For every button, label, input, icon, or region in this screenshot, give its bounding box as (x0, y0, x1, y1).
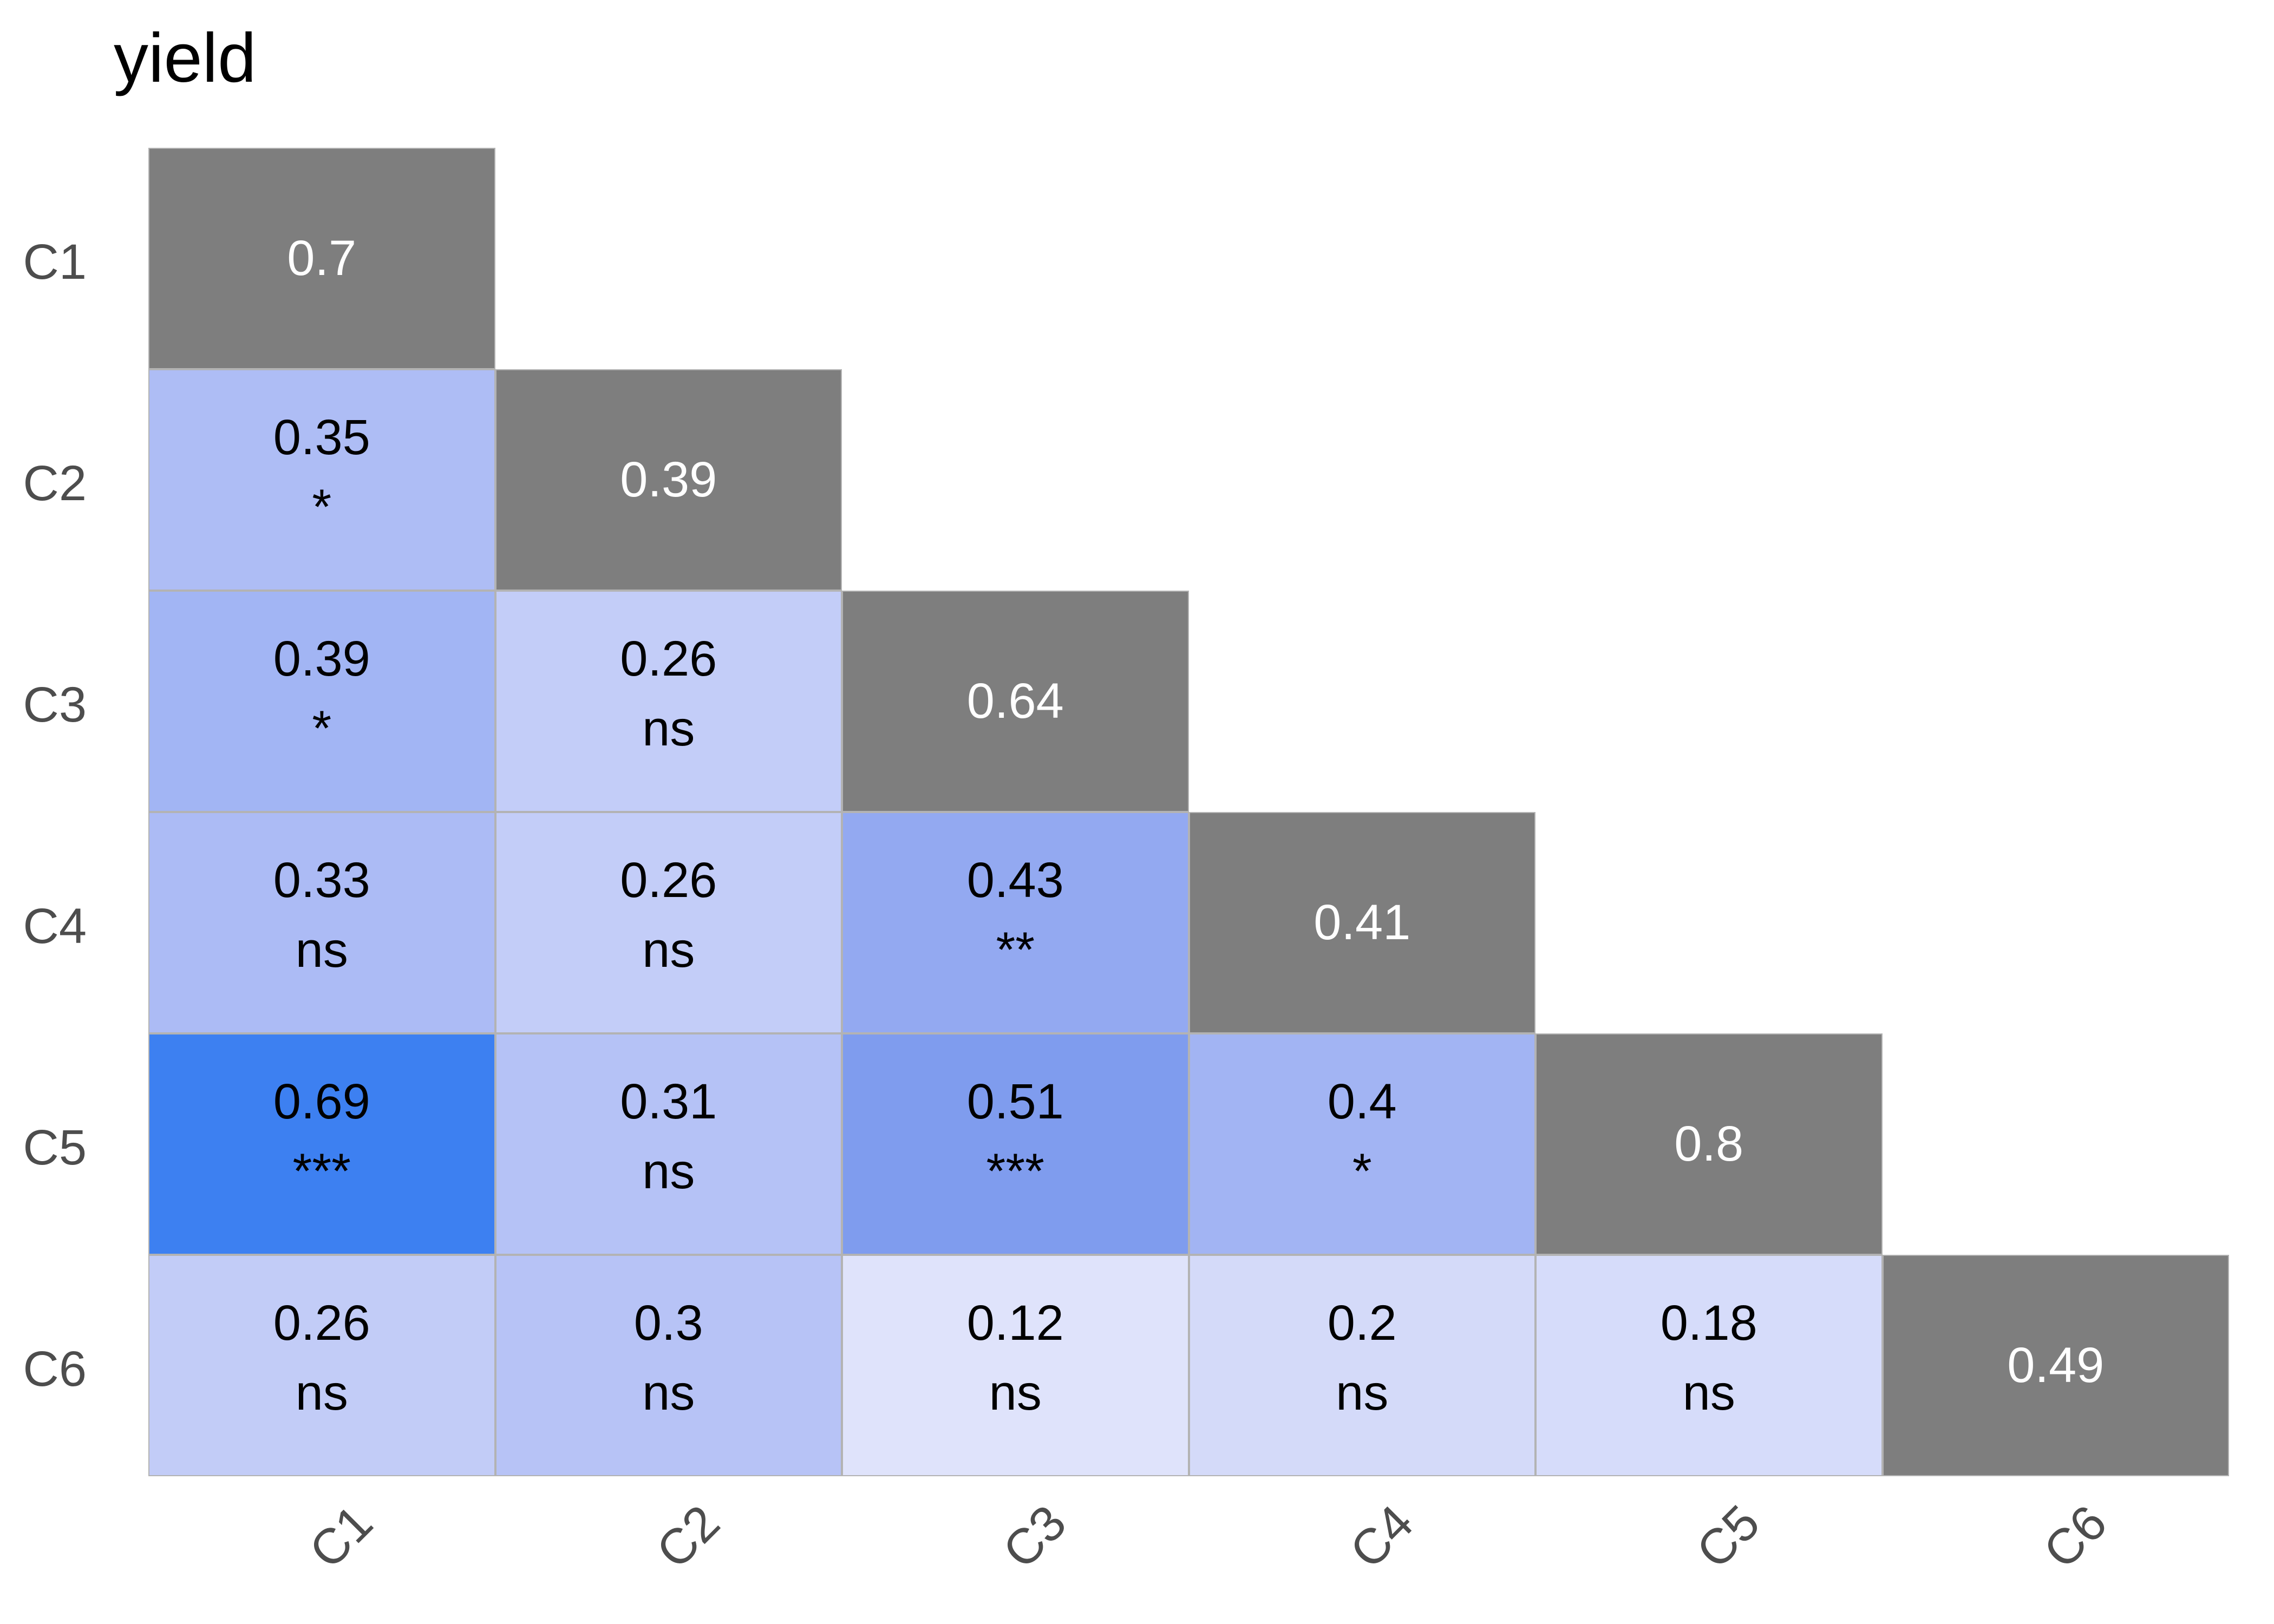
cell-significance: ns (1682, 1365, 1735, 1420)
cell-significance: ns (642, 1143, 695, 1199)
matrix-cell: 0.4 * (1188, 1033, 1535, 1255)
cell-value: 0.18 (1660, 1295, 1757, 1351)
cell-value: 0.51 (966, 1073, 1064, 1129)
cell-value: 0.12 (966, 1295, 1064, 1351)
matrix-cell: 0.35 * (148, 369, 495, 591)
cell-value: 0.7 (287, 231, 357, 286)
cell-significance: ns (1336, 1365, 1389, 1420)
cell-text: 0.39 (620, 454, 717, 506)
cell-value: 0.2 (1327, 1295, 1397, 1351)
y-axis-label: C1 (23, 234, 87, 290)
cell-text: 0.49 (2007, 1339, 2104, 1392)
cell-value: 0.4 (1327, 1073, 1397, 1129)
y-axis-label: C4 (23, 898, 87, 954)
matrix-cell: 0.26 ns (148, 1255, 495, 1476)
matrix-cell: 0.43 ** (842, 812, 1189, 1033)
x-axis-label: C2 (646, 1495, 730, 1579)
cell-text: 0.7 (287, 232, 356, 285)
x-axis-label: C1 (299, 1495, 383, 1579)
cell-text: 0.31 ns (620, 1076, 717, 1197)
matrix-cell-diagonal: 0.49 (1882, 1255, 2229, 1476)
cell-value: 0.41 (1314, 895, 1411, 951)
cell-value: 0.35 (273, 409, 370, 465)
matrix-cell: 0.51 *** (842, 1033, 1189, 1255)
y-axis-label: C5 (23, 1119, 87, 1175)
cell-text: 0.39 * (273, 633, 370, 755)
cell-value: 0.33 (273, 852, 370, 908)
cell-text: 0.35 * (273, 411, 370, 533)
matrix-cell: 0.69 *** (148, 1033, 495, 1255)
cell-value: 0.26 (620, 852, 717, 908)
cell-text: 0.26 ns (620, 633, 717, 755)
cell-text: 0.8 (1674, 1118, 1743, 1170)
cell-significance: ns (295, 922, 348, 978)
cell-value: 0.69 (273, 1073, 370, 1129)
matrix-cell: 0.31 ns (495, 1033, 842, 1255)
cell-value: 0.31 (620, 1073, 717, 1129)
y-axis-label: C6 (23, 1341, 87, 1397)
cell-text: 0.12 ns (967, 1297, 1064, 1419)
x-axis-label: C6 (2033, 1495, 2118, 1579)
y-axis-label: C3 (23, 677, 87, 732)
cell-value: 0.26 (273, 1295, 370, 1351)
x-axis-label: C4 (1339, 1495, 1424, 1579)
cell-value: 0.26 (620, 631, 717, 686)
matrix-cell-diagonal: 0.8 (1535, 1033, 1883, 1255)
cell-text: 0.26 ns (620, 854, 717, 976)
matrix-cell: 0.26 ns (495, 591, 842, 812)
cell-text: 0.3 ns (634, 1297, 703, 1419)
matrix-cell: 0.26 ns (495, 812, 842, 1033)
cell-significance: ** (996, 922, 1035, 978)
cell-text: 0.33 ns (273, 854, 370, 976)
matrix-cell-diagonal: 0.41 (1188, 812, 1535, 1033)
cell-value: 0.3 (633, 1295, 703, 1351)
cell-value: 0.49 (2007, 1338, 2105, 1393)
cell-significance: ns (295, 1365, 348, 1420)
cell-significance: *** (292, 1143, 351, 1199)
cell-text: 0.18 ns (1661, 1297, 1757, 1419)
cell-value: 0.8 (1674, 1116, 1744, 1172)
chart-title: yield (114, 19, 257, 97)
cell-text: 0.2 ns (1328, 1297, 1397, 1419)
matrix-cell: 0.39 * (148, 591, 495, 812)
cell-significance: * (312, 479, 332, 535)
cell-significance: ns (642, 700, 695, 756)
cell-significance: *** (986, 1143, 1044, 1199)
cell-value: 0.64 (966, 673, 1064, 729)
cell-value: 0.39 (620, 452, 717, 508)
matrix-cell-diagonal: 0.39 (495, 369, 842, 591)
cell-text: 0.26 ns (273, 1297, 370, 1419)
cell-text: 0.41 (1314, 896, 1410, 949)
cell-significance: * (1352, 1143, 1372, 1199)
cell-text: 0.69 *** (273, 1076, 370, 1197)
x-axis-label: C3 (992, 1495, 1077, 1579)
cell-significance: ns (989, 1365, 1042, 1420)
x-axis-label: C5 (1686, 1495, 1770, 1579)
matrix-cell: 0.12 ns (842, 1255, 1189, 1476)
matrix-cell: 0.18 ns (1535, 1255, 1883, 1476)
cell-significance: * (312, 700, 332, 756)
cell-value: 0.39 (273, 631, 370, 686)
cell-text: 0.64 (967, 675, 1064, 728)
cell-value: 0.43 (966, 852, 1064, 908)
cell-text: 0.4 * (1328, 1076, 1397, 1197)
matrix-cell-diagonal: 0.64 (842, 591, 1189, 812)
matrix-cell: 0.3 ns (495, 1255, 842, 1476)
cell-text: 0.43 ** (967, 854, 1064, 976)
cell-significance: ns (642, 922, 695, 978)
matrix-cell: 0.2 ns (1188, 1255, 1535, 1476)
matrix-cell-diagonal: 0.7 (148, 148, 495, 369)
matrix-cell: 0.33 ns (148, 812, 495, 1033)
y-axis-label: C2 (23, 455, 87, 511)
cell-text: 0.51 *** (967, 1076, 1064, 1197)
cell-significance: ns (642, 1365, 695, 1420)
